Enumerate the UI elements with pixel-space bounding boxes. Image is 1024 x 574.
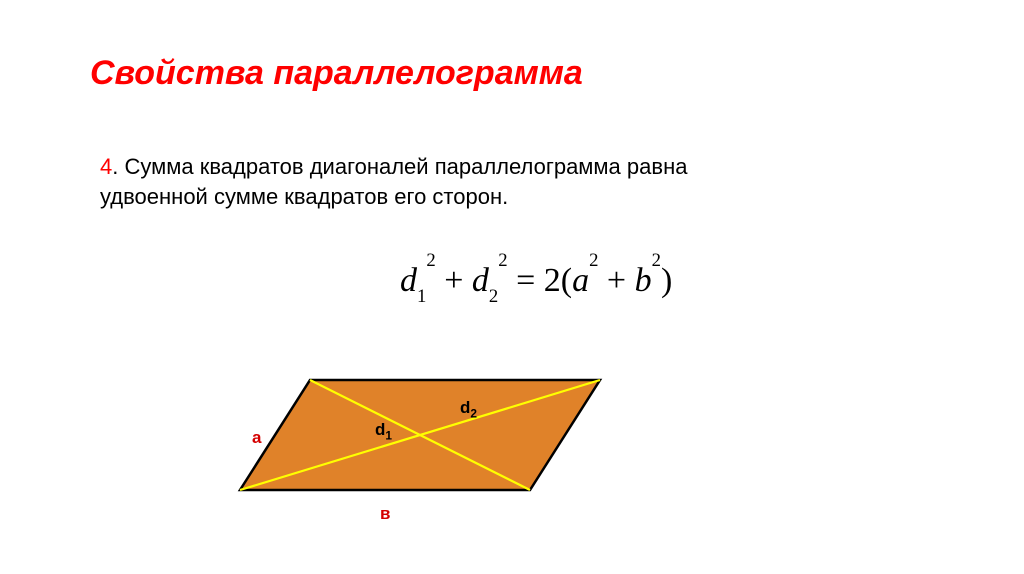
formula-lpar: (	[561, 262, 572, 299]
page-title: Свойства параллелограмма	[90, 54, 583, 93]
formula-b-sup: 2	[652, 250, 661, 271]
formula: d12 + d22 = 2(a2 + b2)	[400, 262, 672, 305]
formula-coef: 2	[544, 262, 561, 299]
theorem-line1: . Сумма квадратов диагоналей параллелогр…	[112, 154, 687, 179]
formula-d1-base: d	[400, 262, 417, 299]
formula-d2-sup: 2	[498, 250, 507, 271]
formula-d1-sub: 1	[417, 286, 426, 307]
formula-plus1: +	[436, 262, 472, 299]
diagram-label-b: в	[380, 504, 390, 524]
theorem-number: 4	[100, 154, 112, 179]
diagram-label-d1: d1	[375, 420, 392, 442]
parallelogram-svg	[180, 350, 620, 530]
formula-a: a	[572, 262, 589, 299]
theorem-line2: удвоенной сумме квадратов его сторон.	[100, 184, 508, 209]
formula-b: b	[635, 262, 652, 299]
parallelogram-diagram: a в d1 d2	[180, 350, 620, 530]
diagram-label-a: a	[252, 428, 261, 448]
formula-rpar: )	[661, 262, 672, 299]
formula-d2-sub: 2	[489, 286, 498, 307]
diagram-label-d2: d2	[460, 398, 477, 420]
formula-d1-sup: 2	[426, 250, 435, 271]
formula-eq: =	[508, 262, 544, 299]
theorem-text: 4. Сумма квадратов диагоналей параллелог…	[100, 152, 687, 211]
formula-plus2: +	[598, 262, 634, 299]
formula-d2-base: d	[472, 262, 489, 299]
formula-a-sup: 2	[589, 250, 598, 271]
